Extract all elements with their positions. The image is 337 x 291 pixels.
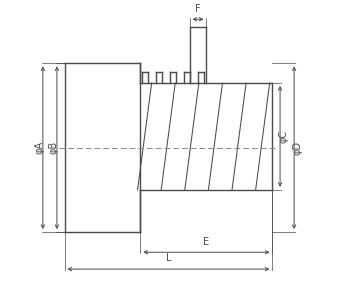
Text: E: E bbox=[203, 237, 210, 247]
Text: F: F bbox=[195, 4, 201, 14]
Text: φC: φC bbox=[279, 130, 289, 143]
Text: φB: φB bbox=[48, 141, 58, 154]
Text: L: L bbox=[166, 253, 171, 263]
Text: φA: φA bbox=[34, 141, 44, 154]
Text: φD: φD bbox=[293, 141, 303, 155]
